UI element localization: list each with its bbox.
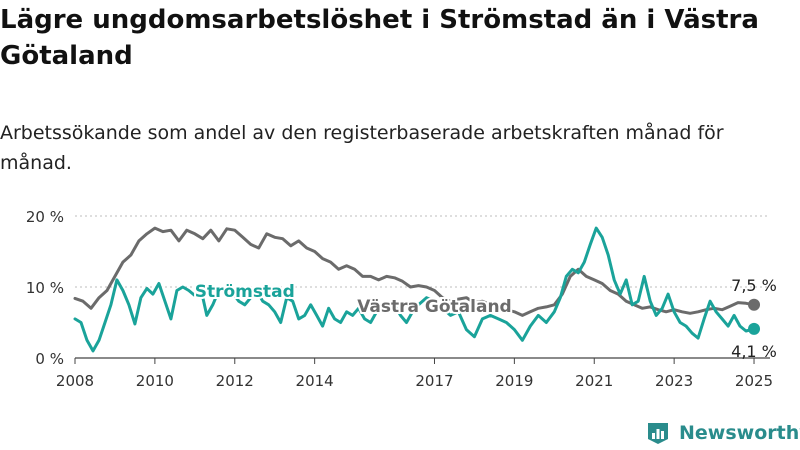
line-chart: 0 % 10 % 20 % 2008 2010 2012 2014 2017 2019 2021 2…	[26, 208, 777, 390]
series-label-stromstad: Strömstad	[195, 282, 295, 302]
series-end-label: 4,1 %	[731, 342, 777, 361]
y-tick-label: 10 %	[26, 279, 64, 297]
y-tick-label: 20 %	[26, 208, 64, 226]
brand-logo: Newsworthy	[645, 420, 800, 446]
y-tick-label: 0 %	[35, 350, 64, 368]
newsworthy-logo-icon	[648, 423, 668, 444]
brand-name: Newsworthy	[679, 422, 800, 444]
x-tick-label: 2021	[575, 372, 613, 390]
x-tick-label: 2025	[735, 372, 773, 390]
series-line-vastra-gotaland	[73, 226, 756, 317]
series-line-stromstad	[73, 226, 756, 353]
series-label-vastra-gotaland: Västra Götaland	[357, 297, 512, 317]
series-end-label: 7,5 %	[731, 276, 777, 295]
x-tick-label: 2008	[56, 372, 94, 390]
series-end-point	[748, 322, 761, 335]
chart-title: Lägre ungdomsarbetslöshet i Strömstad än…	[0, 5, 759, 71]
x-tick-label: 2017	[415, 372, 453, 390]
chart-subtitle: Arbetssökande som andel av den registerb…	[0, 122, 724, 174]
x-tick-label: 2010	[136, 372, 174, 390]
series-end-point	[748, 298, 761, 311]
x-tick-label: 2023	[655, 372, 693, 390]
x-tick-label: 2012	[216, 372, 254, 390]
x-tick-label: 2019	[495, 372, 533, 390]
x-tick-label: 2014	[296, 372, 334, 390]
